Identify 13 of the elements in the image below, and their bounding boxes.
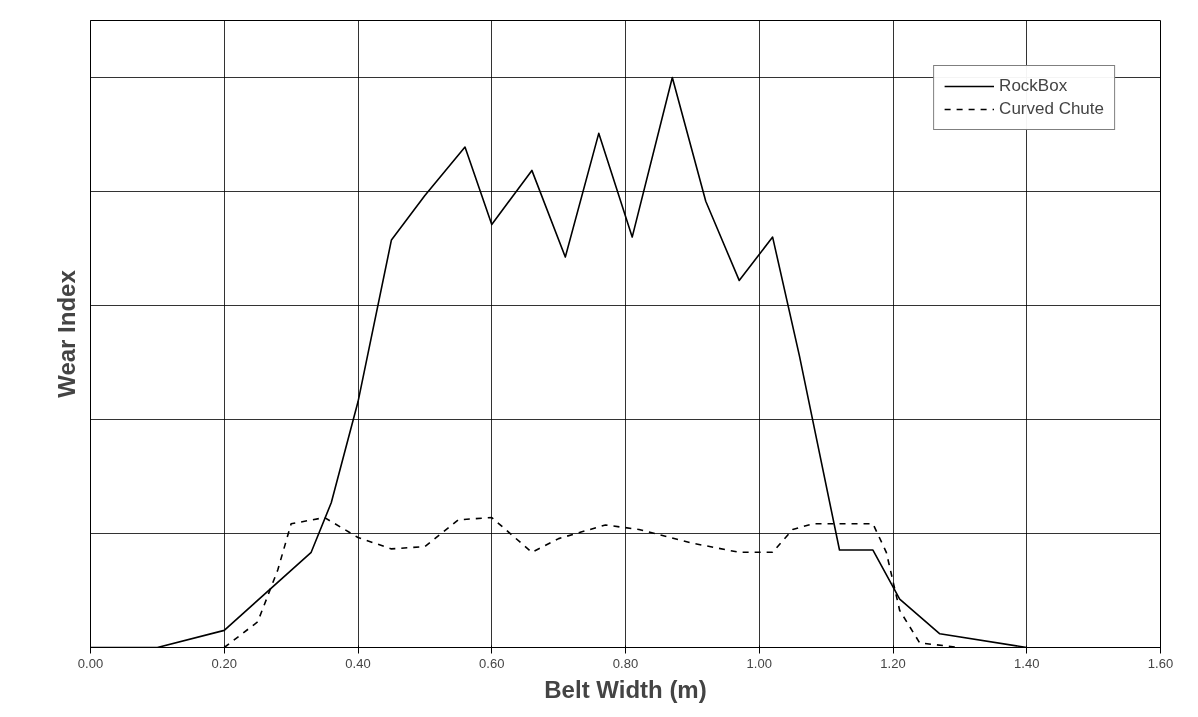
x-tick-label: 1.00 [746,655,772,671]
y-axis-title: Wear Index [52,269,80,398]
x-tick-label: 0.60 [479,655,505,671]
x-tick-label: 1.20 [880,655,906,671]
x-axis-title: Belt Width (m) [544,675,707,703]
x-tick-label: 1.60 [1147,655,1174,671]
x-tick-label: 1.40 [1014,655,1040,671]
x-tick-label: 0.00 [77,655,104,671]
x-tick-label: 0.80 [612,655,639,671]
x-tick-label: 0.20 [211,655,237,671]
x-tick-label: 0.40 [345,655,371,671]
legend-label: RockBox [999,76,1068,96]
legend-label: Curved Chute [999,99,1104,119]
